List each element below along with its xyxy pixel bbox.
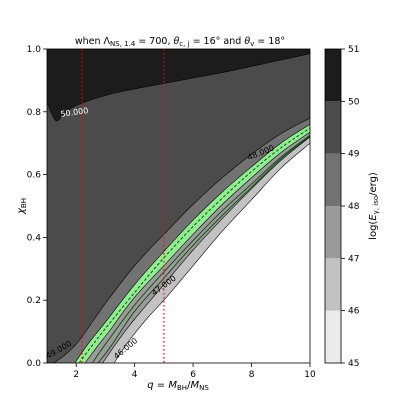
- contour-line-49: [54, 117, 310, 363]
- x-tick-label: 4: [132, 370, 138, 380]
- contour-line-inner-a: [91, 134, 310, 363]
- colorbar-tick-label: 47: [348, 254, 359, 264]
- x-tick-label: 2: [73, 370, 79, 380]
- reference-lines: [81, 49, 165, 363]
- y-tick-label: 0.4: [27, 233, 42, 243]
- plot-area: [47, 49, 310, 363]
- colorbar-tick-label: 45: [348, 359, 359, 369]
- colorbar-segment: [325, 49, 341, 102]
- colorbar: [325, 49, 341, 363]
- y-tick-label: 1.0: [27, 45, 42, 55]
- colorbar-segment: [325, 206, 341, 259]
- contour-line-47: [84, 131, 310, 363]
- band-50-51: [47, 49, 310, 121]
- contour-line-inner-b: [97, 135, 310, 363]
- chart-title: when ΛNS, 1.4 = 700, θc, j = 16° and θv …: [75, 36, 285, 48]
- contour-line-dashed: [78, 127, 310, 363]
- colorbar-tick-label: 49: [348, 150, 360, 160]
- colorbar-tick-label: 48: [348, 202, 360, 212]
- contour-line-45: [113, 142, 310, 363]
- colorbar-tick-label: 51: [348, 45, 359, 55]
- contour-label: 50.000: [60, 106, 89, 119]
- contour-line-48: [74, 124, 310, 363]
- colorbar-segment: [325, 101, 341, 154]
- x-tick-label: 10: [304, 370, 316, 380]
- colorbar-ticks: 45 46 47 48 49 50 51: [341, 45, 360, 369]
- x-axis-label: q = MBH/MNS: [147, 380, 209, 392]
- x-axis-ticks: 2 4 6 8 10: [73, 363, 316, 380]
- colorbar-label: log(Eγ, iso/erg): [368, 172, 380, 240]
- x-tick-label: 6: [190, 370, 196, 380]
- y-tick-label: 0.8: [27, 108, 42, 118]
- y-axis-label: χBH: [16, 198, 28, 215]
- colorbar-segment: [325, 310, 341, 363]
- colorbar-tick-label: 50: [348, 97, 360, 107]
- colorbar-segment: [325, 153, 341, 206]
- y-tick-label: 0.0: [27, 359, 42, 369]
- plot-frame: [46, 48, 311, 364]
- colorbar-segment: [325, 258, 341, 311]
- contour-line-46: [102, 136, 310, 363]
- x-tick-label: 8: [249, 370, 255, 380]
- y-tick-label: 0.6: [27, 171, 42, 181]
- contour-lines: [47, 53, 310, 363]
- contour-line-50: [47, 53, 310, 122]
- colorbar-tick-label: 46: [348, 307, 360, 317]
- y-axis-ticks: 0.0 0.2 0.4 0.6 0.8 1.0: [27, 45, 47, 369]
- band-below-45: [114, 143, 310, 363]
- y-tick-label: 0.2: [27, 296, 41, 306]
